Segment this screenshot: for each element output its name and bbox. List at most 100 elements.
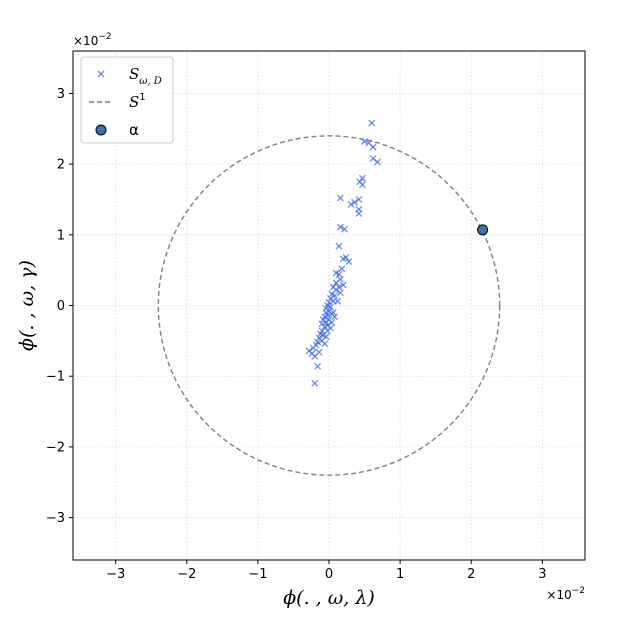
sample-point-stroke — [347, 200, 355, 208]
sample-point — [318, 320, 326, 328]
x-tick-label: −1 — [248, 567, 267, 582]
sample-point-stroke — [309, 344, 317, 352]
sample-point-stroke — [356, 178, 364, 186]
legend-label: S1 — [129, 92, 146, 111]
sample-point-stroke — [338, 265, 346, 273]
alpha-point — [477, 224, 489, 236]
sample-point-stroke — [332, 279, 340, 287]
legend-label: α — [129, 121, 139, 139]
sample-point-stroke — [329, 309, 337, 317]
sample-point — [338, 265, 346, 273]
x-tick-label: 3 — [538, 567, 546, 582]
legend-label-superscript: 1 — [139, 92, 145, 103]
x-axis-label: ϕ(. , ω, λ) — [283, 587, 375, 609]
sample-point — [347, 200, 355, 208]
sample-point-stroke — [326, 324, 334, 332]
sample-point — [351, 198, 359, 206]
x-tick-label: 2 — [467, 567, 475, 582]
legend-entry-alpha: α — [95, 121, 139, 139]
legend-label: Sω, D — [129, 65, 162, 87]
y-offset-label: ×10−2 — [73, 32, 112, 48]
offset-exponent: −2 — [572, 586, 585, 596]
sample-point — [331, 292, 339, 300]
sample-point — [373, 158, 381, 166]
x-tick-label: 1 — [396, 567, 404, 582]
sample-point-stroke — [339, 255, 347, 263]
sample-point-stroke — [355, 210, 363, 218]
sample-point-stroke — [369, 154, 377, 162]
sample-point — [339, 255, 347, 263]
sample-point-stroke — [331, 292, 339, 300]
y-tick-label: 1 — [57, 228, 65, 243]
sample-point — [368, 119, 376, 127]
sample-point-stroke — [318, 320, 326, 328]
sample-point-stroke — [326, 303, 334, 311]
sample-point — [311, 379, 319, 387]
ticks: −3 −2 −1 0 1 2 3 −3 −2 −1 0 1 2 3 — [46, 87, 547, 582]
sample-point — [336, 223, 344, 231]
sample-point — [326, 324, 334, 332]
sample-point-stroke — [315, 348, 323, 356]
legend-label-main: S — [129, 93, 139, 111]
sample-point — [314, 362, 322, 370]
sample-point — [328, 319, 336, 326]
y-tick-label: −3 — [46, 511, 65, 526]
sample-point-stroke — [355, 195, 363, 203]
sample-point — [309, 344, 317, 352]
sample-point — [319, 316, 327, 324]
sample-point-stroke — [321, 340, 329, 348]
y-tick-label: 0 — [57, 299, 65, 314]
sample-point — [356, 178, 364, 186]
sample-point — [369, 143, 377, 151]
sample-point-stroke — [319, 316, 327, 324]
sample-point-stroke — [335, 283, 343, 291]
legend-box — [80, 56, 174, 144]
x-tick-label: 0 — [325, 567, 333, 582]
y-tick-label: −1 — [46, 370, 65, 385]
offset-base: ×10 — [73, 34, 98, 48]
sample-point-stroke — [332, 269, 340, 277]
offset-base: ×10 — [546, 588, 571, 602]
sample-point — [335, 270, 343, 278]
sample-points-layer — [305, 119, 381, 387]
sample-point-stroke — [361, 138, 369, 145]
sample-point-stroke — [336, 289, 344, 297]
y-tick-label: −2 — [46, 440, 65, 455]
sample-point-stroke — [328, 290, 336, 298]
legend-label-subscript: ω, D — [139, 76, 162, 87]
sample-point-stroke — [365, 139, 373, 147]
y-tick-label: 2 — [57, 158, 65, 173]
sample-point-stroke — [339, 281, 347, 289]
legend-label-main: α — [129, 121, 139, 139]
legend-label-main: S — [129, 65, 139, 83]
sample-point — [334, 297, 341, 305]
x-offset-label: ×10−2 — [546, 586, 585, 602]
sample-point-stroke — [345, 258, 353, 266]
sample-point-stroke — [311, 379, 319, 387]
sample-point-stroke — [341, 225, 349, 233]
x-tick-label: −3 — [106, 567, 125, 582]
sample-point — [318, 327, 326, 335]
sample-point-stroke — [335, 270, 343, 278]
sample-point — [321, 340, 329, 348]
y-axis-label: ϕ(. , ω, γ) — [16, 260, 38, 351]
sample-point-stroke — [328, 319, 336, 326]
y-tick-label: 3 — [57, 87, 65, 102]
sample-point-stroke — [334, 297, 341, 305]
sample-point — [335, 242, 343, 250]
sample-point — [345, 258, 353, 266]
offset-exponent: −2 — [98, 32, 111, 42]
sample-point-stroke — [336, 223, 344, 231]
alpha-point-layer — [477, 224, 489, 236]
sample-point — [355, 210, 363, 218]
unit-circle-layer — [157, 135, 501, 476]
legend-x-icon — [97, 70, 105, 78]
sample-point — [326, 303, 334, 311]
sample-point — [332, 279, 340, 287]
sample-point — [335, 283, 343, 291]
sample-point — [341, 225, 349, 233]
sample-point-stroke — [369, 143, 377, 151]
sample-point-stroke — [335, 242, 343, 250]
